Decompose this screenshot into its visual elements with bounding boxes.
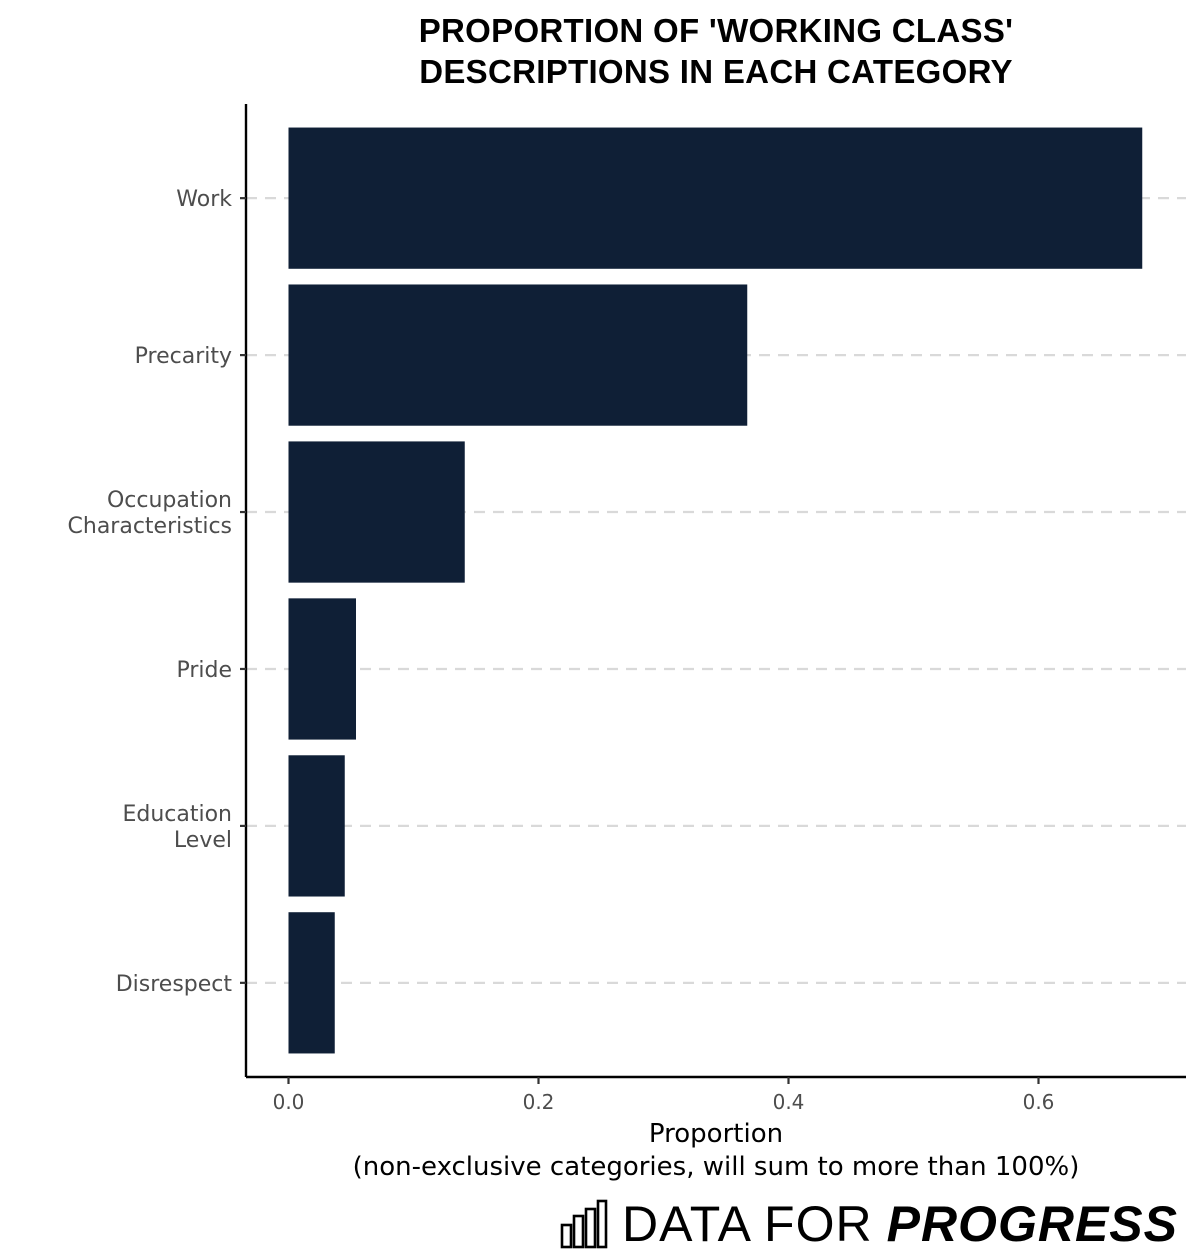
bar-education-level — [288, 755, 345, 897]
bar-work — [288, 127, 1143, 269]
bar-disrespect — [288, 912, 335, 1054]
x-axis-title-line-2: (non-exclusive categories, will sum to m… — [352, 1152, 1080, 1182]
bar-occupation-characteristics — [288, 441, 465, 583]
y-tick-label: Disrespect — [116, 972, 233, 997]
bar-precarity — [288, 284, 748, 426]
y-tick-label: Education Level — [122, 802, 232, 853]
brand-name-bold: PROGRESS — [886, 1196, 1178, 1252]
brand-name-regular: DATA FOR — [621, 1196, 873, 1252]
y-tick-label: Occupation Characteristics — [68, 488, 232, 539]
bar-pride — [288, 598, 356, 740]
chart-title: PROPORTION OF 'WORKING CLASS' DESCRIPTIO… — [246, 10, 1186, 92]
x-tick-label: 0.2 — [523, 1090, 555, 1114]
y-tick-label: Precarity — [135, 344, 232, 369]
x-tick-label: 0.6 — [1023, 1090, 1055, 1114]
bar-chart-icon — [560, 1199, 608, 1249]
x-tick-label: 0.0 — [273, 1090, 305, 1114]
x-tick-label: 0.4 — [773, 1090, 805, 1114]
brand-logo: DATA FOR PROGRESS — [560, 1196, 1178, 1252]
y-tick-label: Work — [176, 187, 232, 212]
y-tick-label: Pride — [176, 658, 232, 683]
x-axis-title-line-1: Proportion — [648, 1119, 784, 1149]
chart-title-line-2: DESCRIPTIONS IN EACH CATEGORY — [419, 53, 1013, 90]
chart-title-line-1: PROPORTION OF 'WORKING CLASS' — [418, 12, 1014, 49]
x-axis-title: Proportion (non-exclusive categories, wi… — [246, 1118, 1186, 1184]
